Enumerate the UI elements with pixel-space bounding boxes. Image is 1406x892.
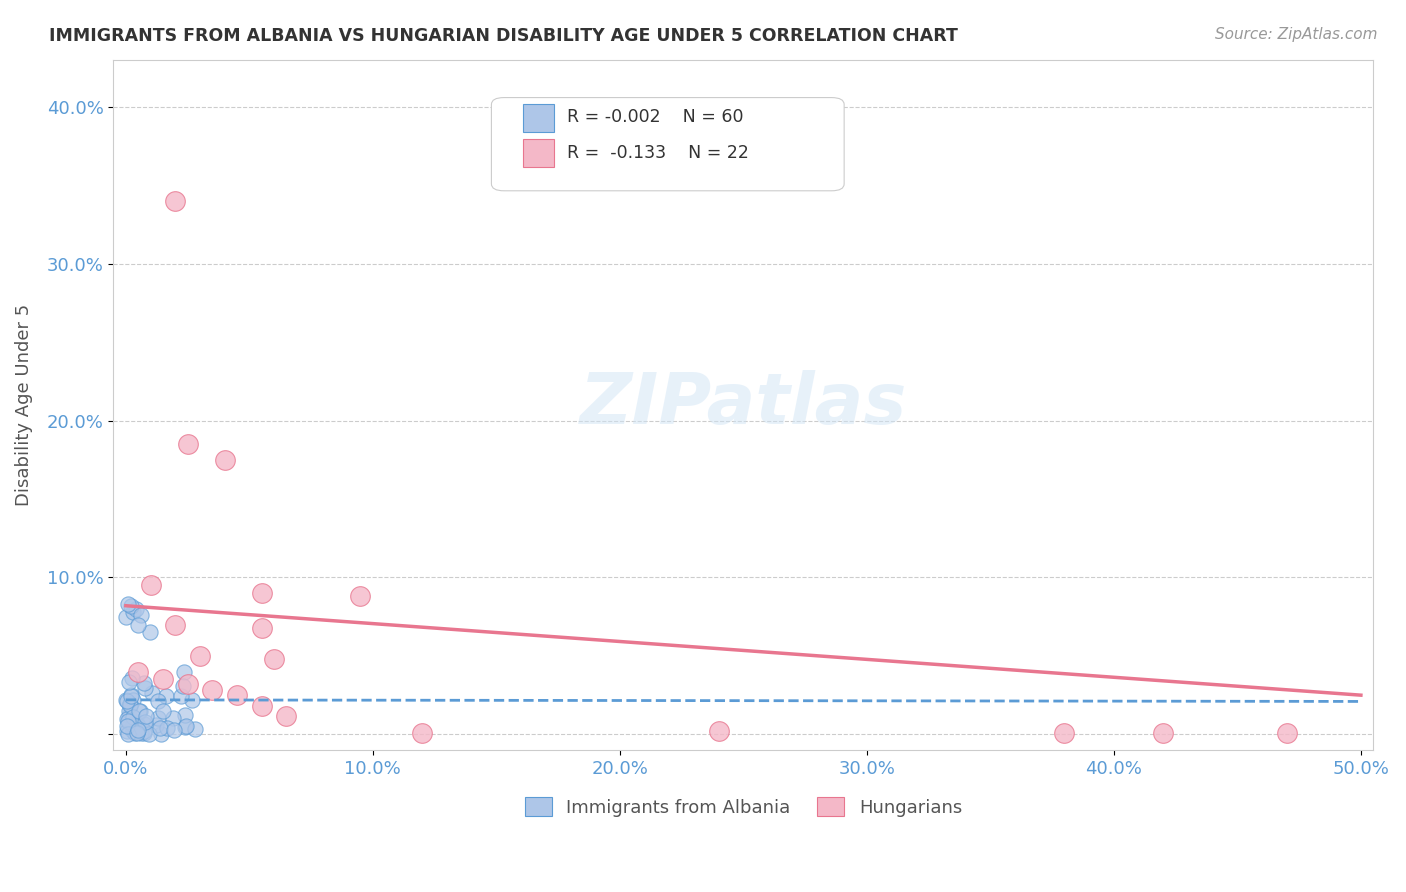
Point xyxy=(120,688,142,702)
Point xyxy=(127,718,149,732)
Point xyxy=(149,721,172,735)
Point xyxy=(120,689,142,703)
Point xyxy=(250,586,273,600)
Point xyxy=(125,717,148,731)
Point xyxy=(117,674,139,689)
Point xyxy=(118,705,141,719)
Point xyxy=(162,711,184,725)
Point xyxy=(114,609,136,624)
Point xyxy=(145,718,167,732)
Point xyxy=(122,710,145,724)
Point xyxy=(122,605,145,619)
Point xyxy=(176,677,198,691)
Point xyxy=(127,725,149,739)
Point xyxy=(120,697,142,711)
Point xyxy=(263,652,285,666)
Point xyxy=(125,602,148,616)
Text: ZIPatlas: ZIPatlas xyxy=(579,370,907,440)
Point xyxy=(146,694,169,708)
Point xyxy=(707,724,730,739)
Point xyxy=(118,698,141,712)
Point xyxy=(127,724,149,739)
FancyBboxPatch shape xyxy=(492,97,844,191)
Point xyxy=(1152,726,1174,740)
Point xyxy=(174,719,197,733)
Point xyxy=(121,718,143,732)
Point xyxy=(117,714,139,729)
Point xyxy=(127,617,149,632)
Point xyxy=(155,690,177,704)
Point xyxy=(173,708,195,723)
Point xyxy=(115,694,138,708)
Point xyxy=(115,692,138,706)
Point xyxy=(201,683,224,698)
Point xyxy=(135,709,157,723)
Point xyxy=(349,589,371,603)
Point xyxy=(165,617,187,632)
Point xyxy=(250,621,273,635)
Point xyxy=(132,717,155,731)
Point xyxy=(128,704,150,718)
Point xyxy=(118,698,141,713)
Point xyxy=(170,689,193,703)
Point xyxy=(129,725,152,739)
Legend: Immigrants from Albania, Hungarians: Immigrants from Albania, Hungarians xyxy=(517,790,969,824)
Point xyxy=(276,708,298,723)
Point xyxy=(148,711,170,725)
Point xyxy=(129,704,152,718)
Point xyxy=(214,452,236,467)
Point xyxy=(132,676,155,690)
Point xyxy=(124,726,146,740)
Point xyxy=(117,726,139,740)
Point xyxy=(132,725,155,739)
Bar xyxy=(523,104,554,132)
Point xyxy=(152,704,174,718)
Text: R =  -0.133    N = 22: R = -0.133 N = 22 xyxy=(567,144,749,161)
Point xyxy=(117,597,139,611)
Point xyxy=(121,671,143,685)
Point xyxy=(411,726,433,740)
Bar xyxy=(523,139,554,167)
Text: Source: ZipAtlas.com: Source: ZipAtlas.com xyxy=(1215,27,1378,42)
Point xyxy=(115,718,138,732)
Point xyxy=(172,679,194,693)
Point xyxy=(134,681,156,695)
Point xyxy=(121,724,143,739)
Point xyxy=(226,688,249,702)
Point xyxy=(118,709,141,723)
Point xyxy=(127,665,149,679)
Point xyxy=(118,720,141,734)
Point xyxy=(1275,726,1298,740)
Point xyxy=(152,673,174,687)
Point xyxy=(150,727,173,741)
Text: R = -0.002    N = 60: R = -0.002 N = 60 xyxy=(567,108,744,126)
Point xyxy=(141,686,163,700)
Point xyxy=(163,723,186,738)
Point xyxy=(188,648,211,663)
Point xyxy=(176,437,198,451)
Point xyxy=(174,720,197,734)
Point xyxy=(139,578,162,592)
Text: IMMIGRANTS FROM ALBANIA VS HUNGARIAN DISABILITY AGE UNDER 5 CORRELATION CHART: IMMIGRANTS FROM ALBANIA VS HUNGARIAN DIS… xyxy=(49,27,957,45)
Point xyxy=(184,722,207,736)
Point xyxy=(1053,726,1076,740)
Point xyxy=(139,625,162,640)
Point xyxy=(118,697,141,711)
Point xyxy=(122,692,145,706)
Point xyxy=(127,723,149,737)
Point xyxy=(129,608,152,623)
Point xyxy=(124,715,146,730)
Point xyxy=(181,692,204,706)
Point xyxy=(115,712,138,726)
Point xyxy=(165,194,187,208)
Point xyxy=(138,727,160,741)
Point xyxy=(134,714,156,729)
Point xyxy=(173,665,195,679)
Point xyxy=(250,699,273,714)
Point xyxy=(156,721,179,735)
Point xyxy=(120,599,142,613)
Point xyxy=(115,723,138,738)
Y-axis label: Disability Age Under 5: Disability Age Under 5 xyxy=(15,303,32,506)
Point xyxy=(134,724,156,739)
